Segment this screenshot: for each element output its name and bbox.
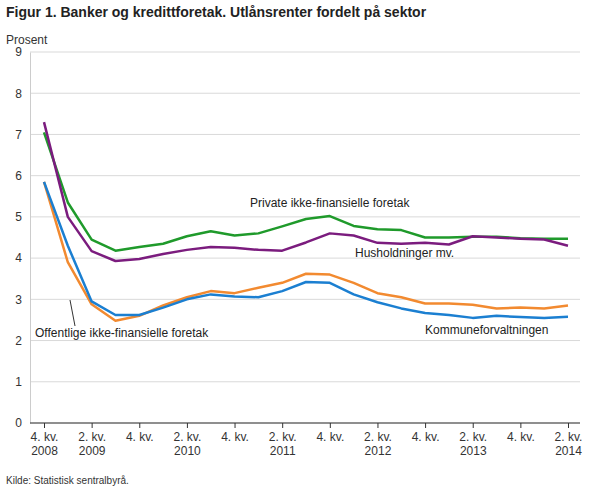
series-line <box>44 182 568 321</box>
chart: Figur 1. Banker og kredittforetak. Utlån… <box>0 0 610 488</box>
lines <box>44 122 568 321</box>
x-tick: 4. kv. <box>412 423 440 444</box>
y-tick-label: 8 <box>15 87 22 101</box>
x-tick-mark <box>44 423 45 428</box>
grid-line <box>30 134 580 135</box>
title: Figur 1. Banker og kredittforetak. Utlån… <box>6 4 427 20</box>
x-tick-label: 4. kv. <box>412 430 440 444</box>
y-tick: 2 <box>15 334 30 348</box>
grid-line <box>30 175 580 176</box>
x-tick-label: 4. kv.2008 <box>31 430 59 458</box>
y-tick: 7 <box>15 128 30 142</box>
y-axis-title: Prosent <box>6 33 48 47</box>
y-tick-label: 6 <box>15 169 22 183</box>
y-axis: 0 1 2 3 4 5 6 7 8 9 <box>15 45 30 430</box>
x-tick-mark <box>377 423 378 428</box>
x-tick-mark <box>568 423 569 428</box>
x-tick-mark <box>425 423 426 428</box>
x-tick-mark <box>473 423 474 428</box>
y-tick: 8 <box>15 87 30 101</box>
x-tick: 2. kv.2009 <box>78 423 106 458</box>
x-tick: 2. kv.2014 <box>555 423 583 458</box>
series-line <box>44 132 568 250</box>
grid-line <box>30 93 580 94</box>
y-tick-label: 1 <box>15 375 22 389</box>
grid-line <box>30 299 580 300</box>
series-line <box>44 182 568 318</box>
grid-line <box>30 381 580 382</box>
y-tick: 9 <box>15 45 30 59</box>
x-axis: 4. kv.2008 2. kv.2009 4. kv. 2. kv.2010 4. k… <box>30 423 582 458</box>
x-tick-mark <box>282 423 283 428</box>
grid-line <box>30 340 580 341</box>
y-tick-label: 0 <box>15 416 22 430</box>
y-axis-line <box>30 53 31 424</box>
annotation-leader <box>70 300 75 326</box>
y-tick: 4 <box>15 251 30 265</box>
grid-line <box>30 52 580 53</box>
x-tick-label: 2. kv.2012 <box>364 430 392 458</box>
series-label: Husholdninger mv. <box>355 246 454 260</box>
x-tick: 4. kv. <box>221 423 249 444</box>
y-tick: 3 <box>15 293 30 307</box>
series-line <box>44 122 568 261</box>
grid-line <box>30 216 580 217</box>
y-tick: 5 <box>15 210 30 224</box>
x-tick: 2. kv.2013 <box>459 423 487 458</box>
source: Kilde: Statistisk sentralbyrå. <box>6 475 129 486</box>
x-tick: 4. kv. <box>316 423 344 444</box>
x-tick-label: 4. kv. <box>507 430 535 444</box>
x-tick-label: 2. kv.2009 <box>78 430 106 458</box>
series-label: Private ikke-finansielle foretak <box>250 196 410 210</box>
x-tick-mark <box>187 423 188 428</box>
x-tick: 2. kv.2012 <box>364 423 392 458</box>
x-tick-label: 2. kv.2011 <box>269 430 297 458</box>
x-axis-line <box>30 423 580 424</box>
x-tick-label: 2. kv.2014 <box>555 430 583 458</box>
x-tick-label: 2. kv.2013 <box>459 430 487 458</box>
x-tick-mark <box>330 423 331 428</box>
y-tick-label: 5 <box>15 210 22 224</box>
x-tick: 4. kv.2008 <box>31 423 59 458</box>
series-label: Offentlige ikke-finansielle foretak <box>35 326 209 340</box>
y-tick-label: 7 <box>15 128 22 142</box>
x-tick: 4. kv. <box>507 423 535 444</box>
grid <box>30 52 580 423</box>
x-tick-label: 4. kv. <box>126 430 154 444</box>
x-tick: 2. kv.2010 <box>174 423 202 458</box>
x-tick: 4. kv. <box>126 423 154 444</box>
y-tick: 0 <box>15 416 30 430</box>
x-tick: 2. kv.2011 <box>269 423 297 458</box>
y-tick: 1 <box>15 375 30 389</box>
x-tick-mark <box>235 423 236 428</box>
y-tick-label: 9 <box>15 45 22 59</box>
x-tick-label: 4. kv. <box>221 430 249 444</box>
x-tick-mark <box>92 423 93 428</box>
x-tick-mark <box>520 423 521 428</box>
y-tick: 6 <box>15 169 30 183</box>
grid-line <box>30 423 580 424</box>
y-tick-label: 2 <box>15 334 22 348</box>
x-tick-label: 2. kv.2010 <box>174 430 202 458</box>
y-tick-label: 3 <box>15 293 22 307</box>
series-label: Kommuneforvaltningen <box>425 323 548 337</box>
x-tick-mark <box>139 423 140 428</box>
y-tick-label: 4 <box>15 251 22 265</box>
x-tick-label: 4. kv. <box>316 430 344 444</box>
